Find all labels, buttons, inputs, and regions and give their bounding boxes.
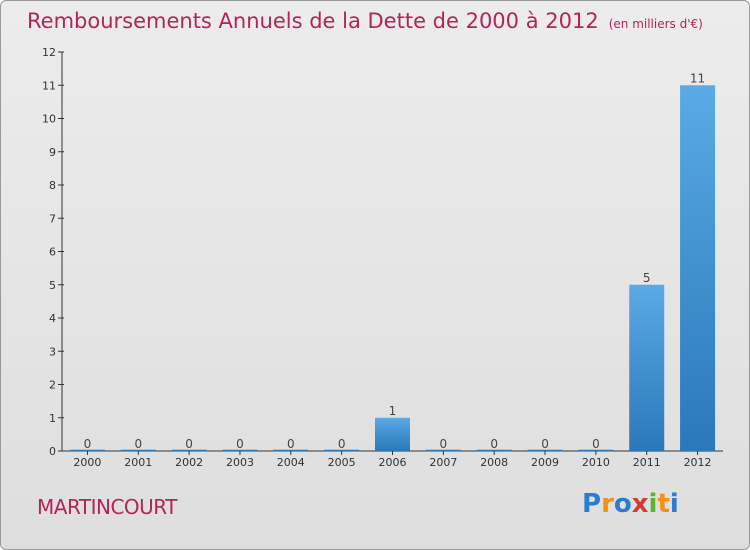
- data-label: 0: [490, 437, 498, 451]
- chart-title: Remboursements Annuels de la Dette de 20…: [27, 9, 703, 33]
- y-tick-label: 3: [49, 345, 56, 358]
- bar: [680, 85, 716, 451]
- data-label: 0: [134, 437, 142, 451]
- y-tick-label: 6: [49, 246, 56, 259]
- proxiti-logo: Proxiti: [582, 489, 679, 519]
- data-label: 0: [185, 437, 193, 451]
- x-tick-label: 2006: [379, 456, 407, 469]
- x-tick-label: 2002: [175, 456, 203, 469]
- y-tick-label: 2: [49, 379, 56, 392]
- y-tick-label: 9: [49, 146, 56, 159]
- y-tick-label: 1: [49, 412, 56, 425]
- data-label: 0: [541, 437, 549, 451]
- data-label: 11: [690, 71, 705, 85]
- data-label: 0: [84, 437, 92, 451]
- y-tick-label: 8: [49, 179, 56, 192]
- y-tick-label: 12: [42, 46, 56, 59]
- x-tick-label: 2012: [684, 456, 712, 469]
- data-label: 0: [287, 437, 295, 451]
- commune-name: MARTINCOURT: [37, 495, 177, 519]
- x-tick-label: 2001: [124, 456, 152, 469]
- x-tick-label: 2011: [633, 456, 661, 469]
- x-tick-label: 2003: [226, 456, 254, 469]
- data-label: 0: [440, 437, 448, 451]
- x-tick-label: 2004: [277, 456, 305, 469]
- y-tick-label: 10: [42, 113, 56, 126]
- data-label: 0: [236, 437, 244, 451]
- data-label: 0: [338, 437, 346, 451]
- chart-title-text: Remboursements Annuels de la Dette de 20…: [27, 9, 599, 33]
- x-tick-label: 2008: [480, 456, 508, 469]
- x-tick-label: 2009: [531, 456, 559, 469]
- logo-letter: i: [669, 489, 679, 519]
- y-tick-label: 5: [49, 279, 56, 292]
- logo-letter: i: [648, 489, 658, 519]
- y-tick-label: 7: [49, 212, 56, 225]
- logo-letter: o: [613, 489, 632, 519]
- data-label: 1: [389, 404, 397, 418]
- y-tick-label: 0: [49, 445, 56, 458]
- bar: [629, 284, 665, 451]
- x-tick-label: 2007: [429, 456, 457, 469]
- y-tick-label: 11: [42, 79, 56, 92]
- y-tick-label: 4: [49, 312, 56, 325]
- x-tick-label: 2005: [328, 456, 356, 469]
- data-label: 5: [643, 271, 651, 285]
- chart-unit: (en milliers d'€): [608, 17, 703, 31]
- logo-letter: t: [657, 489, 670, 519]
- logo-letter: P: [582, 489, 602, 519]
- x-tick-label: 2010: [582, 456, 610, 469]
- logo-letter: x: [631, 489, 649, 519]
- data-label: 0: [592, 437, 600, 451]
- x-tick-label: 2000: [73, 456, 101, 469]
- bar: [375, 417, 410, 451]
- logo-letter: r: [601, 489, 614, 519]
